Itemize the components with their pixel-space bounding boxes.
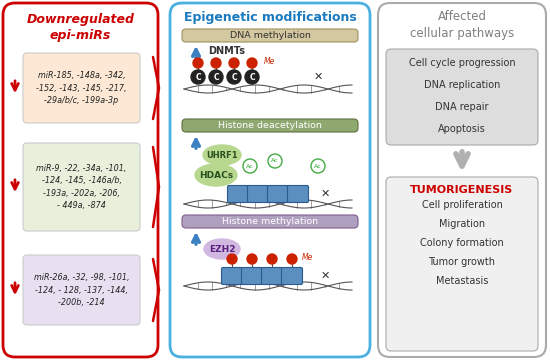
FancyBboxPatch shape <box>228 185 249 202</box>
Text: Me: Me <box>302 252 314 261</box>
Circle shape <box>227 70 241 84</box>
FancyBboxPatch shape <box>386 177 538 351</box>
Text: Histone methylation: Histone methylation <box>222 217 318 226</box>
Text: miR-26a, -32, -98, -101,
-124, - 128, -137, -144,
-200b, -214: miR-26a, -32, -98, -101, -124, - 128, -1… <box>34 273 129 307</box>
Circle shape <box>267 254 277 264</box>
Text: DNA repair: DNA repair <box>435 102 489 112</box>
Text: C: C <box>213 72 219 81</box>
Text: Epigenetic modifications: Epigenetic modifications <box>184 10 356 23</box>
FancyBboxPatch shape <box>182 29 358 42</box>
Circle shape <box>211 58 221 68</box>
FancyBboxPatch shape <box>378 3 546 357</box>
FancyBboxPatch shape <box>170 3 370 357</box>
Text: miR-9, -22, -34a, -101,
-124, -145, -146a/b,
-193a, -202a, -206,
- 449a, -874: miR-9, -22, -34a, -101, -124, -145, -146… <box>36 164 126 210</box>
Text: ✕: ✕ <box>320 271 329 281</box>
Text: Apoptosis: Apoptosis <box>438 124 486 134</box>
FancyBboxPatch shape <box>288 185 309 202</box>
Text: Metastasis: Metastasis <box>436 276 488 286</box>
Text: C: C <box>231 72 237 81</box>
Ellipse shape <box>204 239 240 259</box>
FancyBboxPatch shape <box>23 53 140 123</box>
Text: Tumor growth: Tumor growth <box>428 257 496 267</box>
Text: ✕: ✕ <box>314 72 323 82</box>
Text: Ac: Ac <box>271 158 279 163</box>
Circle shape <box>245 70 259 84</box>
Circle shape <box>268 154 282 168</box>
Text: EZH2: EZH2 <box>209 244 235 253</box>
Circle shape <box>191 70 205 84</box>
Circle shape <box>287 254 297 264</box>
Circle shape <box>243 159 257 173</box>
Text: Ac: Ac <box>314 163 322 168</box>
FancyBboxPatch shape <box>23 255 140 325</box>
Text: Downregulated
epi-miRs: Downregulated epi-miRs <box>26 13 135 41</box>
FancyBboxPatch shape <box>282 267 303 284</box>
Circle shape <box>247 254 257 264</box>
Text: C: C <box>195 72 201 81</box>
FancyBboxPatch shape <box>386 49 538 145</box>
Text: Cell proliferation: Cell proliferation <box>421 200 503 210</box>
Circle shape <box>229 58 239 68</box>
Circle shape <box>193 58 203 68</box>
Text: Migration: Migration <box>439 219 485 229</box>
Text: DNMTs: DNMTs <box>208 46 245 56</box>
Circle shape <box>247 58 257 68</box>
Text: miR-185, -148a, -342,
-152, -143, -145, -217,
-29a/b/c, -199a-3p: miR-185, -148a, -342, -152, -143, -145, … <box>36 71 126 105</box>
Ellipse shape <box>195 164 237 186</box>
Text: C: C <box>249 72 255 81</box>
FancyBboxPatch shape <box>23 143 140 231</box>
FancyBboxPatch shape <box>3 3 158 357</box>
Text: HDACs: HDACs <box>199 171 233 180</box>
FancyBboxPatch shape <box>182 215 358 228</box>
Text: DNA methylation: DNA methylation <box>229 31 310 40</box>
Text: Affected
cellular pathways: Affected cellular pathways <box>410 10 514 40</box>
Text: Me: Me <box>264 57 276 66</box>
Text: Histone deacetylation: Histone deacetylation <box>218 121 322 130</box>
Circle shape <box>209 70 223 84</box>
Text: DNA replication: DNA replication <box>424 80 500 90</box>
Circle shape <box>227 254 237 264</box>
Text: Colony formation: Colony formation <box>420 238 504 248</box>
Ellipse shape <box>203 145 241 165</box>
FancyBboxPatch shape <box>261 267 283 284</box>
Text: TUMORIGENESIS: TUMORIGENESIS <box>410 185 514 195</box>
Text: UHRF1: UHRF1 <box>206 150 238 159</box>
FancyBboxPatch shape <box>222 267 243 284</box>
Circle shape <box>311 159 325 173</box>
FancyBboxPatch shape <box>241 267 262 284</box>
FancyBboxPatch shape <box>267 185 289 202</box>
FancyBboxPatch shape <box>248 185 268 202</box>
FancyBboxPatch shape <box>182 119 358 132</box>
Text: ✕: ✕ <box>320 189 329 199</box>
Text: Ac: Ac <box>246 163 254 168</box>
Text: Cell cycle progression: Cell cycle progression <box>409 58 515 68</box>
